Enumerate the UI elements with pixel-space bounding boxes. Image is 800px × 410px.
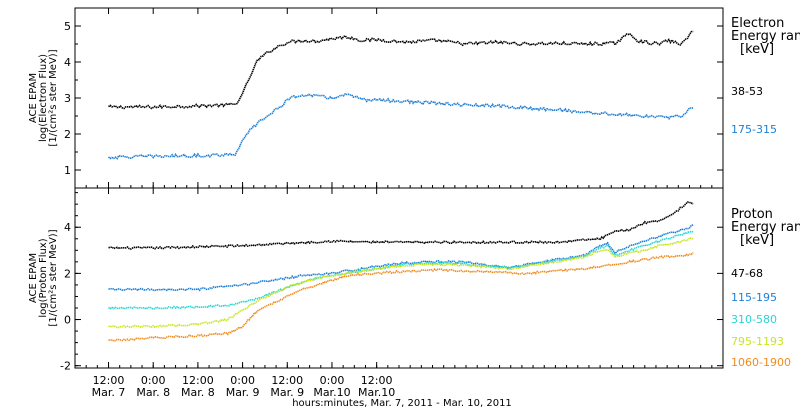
electron-ytick-label: 5 [64, 20, 71, 33]
electron-ytick-label: 2 [64, 128, 71, 141]
proton-ytick-label: 4 [64, 221, 71, 234]
proton-legend-entry: 795-1193 [731, 335, 784, 348]
electron-ylabel-line: ACE EPAM [28, 73, 39, 123]
x-tick-time: 0:00 [320, 374, 345, 387]
x-tick-date: Mar. 8 [136, 386, 170, 399]
x-tick-date: Mar.10 [313, 386, 350, 399]
proton-series-1060-1900 [108, 252, 694, 342]
electron-legend-title-line: [keV] [740, 42, 774, 57]
electron-legend-title-line: Energy ran [731, 29, 800, 44]
proton-series-47-68 [108, 201, 694, 250]
proton-legend-title-line: [keV] [740, 233, 774, 248]
x-axis-title: hours:minutes, Mar. 7, 2011 - Mar. 10, 2… [292, 398, 512, 409]
proton-panel-frame [74, 187, 724, 369]
x-tick-date: Mar. 7 [92, 386, 126, 399]
proton-ylabel-line: log(Proton Flux) [38, 238, 49, 317]
electron-series-38-53 [108, 30, 694, 110]
electron-ytick-label: 3 [64, 92, 71, 105]
electron-legend-entry: 38-53 [731, 85, 763, 98]
electron-ylabel-line: log(Electron Flux) [38, 54, 49, 142]
x-tick-time: 12:00 [271, 374, 303, 387]
electron-ytick-label: 1 [64, 164, 71, 177]
proton-legend-entry: 310-580 [731, 313, 777, 326]
proton-series-795-1193 [108, 237, 694, 329]
x-tick-time: 0:00 [230, 374, 255, 387]
proton-legend-title-line: Energy ran [731, 220, 800, 235]
electron-panel-frame [74, 7, 724, 189]
proton-ylabel: ACE EPAM log(Proton Flux) [1/(cm²s ster Me… [28, 229, 59, 326]
proton-ylabel-line: ACE EPAM [28, 253, 39, 303]
electron-legend-title-line: Electron [731, 16, 784, 31]
x-tick-time: 0:00 [141, 374, 166, 387]
proton-ylabel-line: [1/(cm²s ster MeV)] [48, 229, 59, 326]
x-tick-date: Mar. 9 [226, 386, 260, 399]
proton-legend-entry: 1060-1900 [731, 356, 791, 369]
electron-ytick-label: 4 [64, 56, 71, 69]
proton-legend-title-line: Proton [731, 207, 773, 222]
electron-ylabel: ACE EPAM log(Electron Flux) [1/(cm²s ster … [28, 49, 59, 146]
x-tick-date: Mar. 8 [181, 386, 215, 399]
proton-ytick-label: 2 [64, 267, 71, 280]
proton-legend-entry: 115-195 [731, 291, 777, 304]
x-tick-time: 12:00 [182, 374, 214, 387]
proton-ytick-label: 0 [64, 314, 71, 327]
electron-legend-entry: 175-315 [731, 123, 777, 136]
proton-series-310-580 [108, 230, 694, 310]
x-tick-time: 12:00 [93, 374, 125, 387]
electron-ylabel-line: [1/(cm²s ster MeV)] [48, 49, 59, 146]
electron-series-175-315 [107, 92, 694, 160]
x-tick-date: Mar.10 [358, 386, 395, 399]
x-tick-date: Mar. 9 [270, 386, 304, 399]
proton-ytick-label: -2 [60, 360, 71, 373]
proton-legend-entry: 47-68 [731, 267, 763, 280]
x-tick-time: 12:00 [361, 374, 393, 387]
proton-series-115-195 [108, 224, 694, 292]
